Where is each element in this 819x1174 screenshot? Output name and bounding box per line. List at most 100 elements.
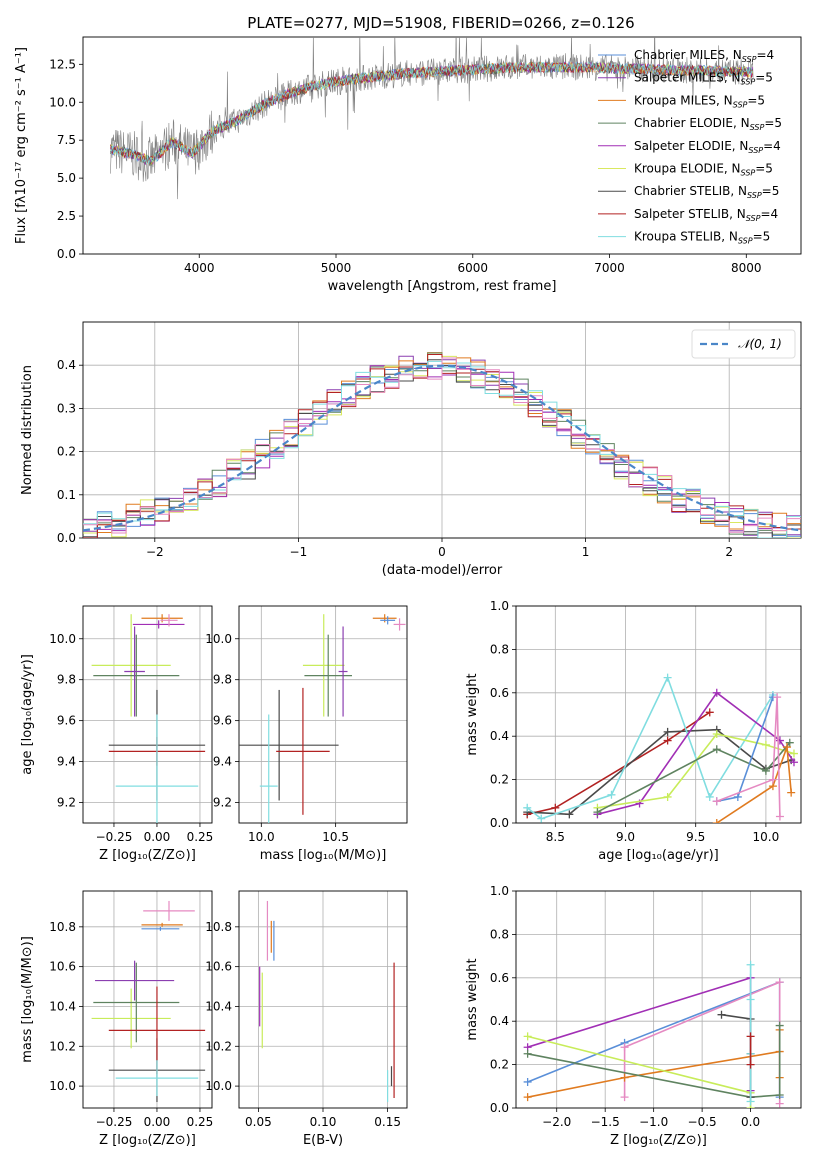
y-tick-label: 0.2 — [57, 445, 76, 459]
weight-vs-Z-marks — [523, 960, 784, 1108]
normal-curve — [83, 364, 801, 532]
mass-weight-marker — [663, 792, 672, 801]
x-tick-label: 0.0 — [741, 1115, 760, 1129]
y-axis-label: mass [log₁₀(M/M⊙)] — [20, 936, 35, 1063]
y-axis-label: mass weight — [465, 673, 480, 755]
error-cross — [91, 988, 171, 1049]
residual-legend-box — [691, 329, 796, 359]
weight-vs-age-axes: 8.5 9.0 9.5 10.0 0.0 0.2 0.4 0.6 0.8 1.0 age [log₁… — [465, 599, 802, 863]
x-tick-label: 10.0 — [248, 830, 275, 844]
y-tick-label: 0.0 — [490, 1101, 509, 1115]
x-tick-label: 0.05 — [245, 1115, 272, 1129]
y-tick-label: 0.8 — [490, 927, 509, 941]
x-axis-label: E(B-V) — [303, 1133, 343, 1148]
y-tick-label: 9.8 — [57, 673, 76, 687]
legend-label: Kroupa STELIB, NSSP=5 — [634, 230, 770, 246]
axes-frame — [238, 890, 408, 1109]
legend-label: Kroupa MILES, NSSP=5 — [634, 93, 765, 109]
mass-weight-marker — [712, 745, 721, 754]
y-axis-label: Normed distribution — [20, 365, 35, 495]
error-cross — [393, 618, 406, 631]
figure-title: PLATE=0277, MJD=51908, FIBERID=0266, z=0… — [247, 14, 634, 32]
x-tick-label: −0.5 — [688, 1115, 717, 1129]
mass-weight-marker — [733, 792, 742, 801]
mass-weight-marker — [775, 1090, 784, 1099]
y-tick-label: 9.4 — [213, 755, 232, 769]
y-tick-label: 10.6 — [205, 960, 232, 974]
error-cross — [115, 714, 199, 823]
mass-weight-marker — [773, 693, 782, 702]
x-tick-label: −1.0 — [639, 1115, 668, 1129]
mass-weight-marker — [761, 740, 770, 749]
mass-weight-marker — [746, 1097, 755, 1106]
mass-weight-marker — [620, 1073, 629, 1082]
age-vs-Z-axes: −0.25 0.00 0.25 9.2 9.4 9.6 9.8 10.0 Z [log₁₀(Z/… — [20, 605, 213, 863]
mass-weight-line — [527, 976, 752, 1091]
mass-weight-marker — [663, 727, 672, 736]
mass-weight-marker — [537, 814, 546, 823]
spectrum-marks — [110, 37, 754, 200]
residual-histogram — [83, 357, 801, 534]
error-cross — [93, 634, 180, 717]
y-tick-label: 9.2 — [57, 796, 76, 810]
error-cross — [239, 689, 339, 801]
mass-weight-line — [716, 697, 781, 817]
spectrum-legend: Chabrier MILES, NSSP=4 Salpeter MILES, NS… — [598, 48, 782, 246]
y-tick-label: 9.8 — [213, 673, 232, 687]
y-tick-label: 0.2 — [490, 1058, 509, 1072]
x-tick-label: 0 — [438, 545, 446, 559]
y-tick-label: 10.2 — [49, 1039, 76, 1053]
x-tick-label: 8.5 — [546, 830, 565, 844]
mass-weight-marker — [565, 810, 574, 819]
y-axis-label: age [log₁₀(age/yr)] — [20, 654, 35, 775]
axes-frame — [515, 890, 802, 1109]
x-tick-label: 0.00 — [144, 1115, 171, 1129]
mass-weight-marker — [746, 995, 755, 1004]
x-tick-label: 5000 — [321, 261, 352, 275]
x-tick-label: 0.25 — [187, 1115, 214, 1129]
y-tick-label: 2.5 — [57, 209, 76, 223]
mass-vs-Z-axes: −0.25 0.00 0.25 10.0 10.2 10.4 10.6 10.8 Z [log₁… — [20, 890, 214, 1148]
error-cross — [124, 626, 145, 717]
mass-weight-marker — [523, 1032, 532, 1041]
y-tick-label: 9.2 — [213, 796, 232, 810]
y-tick-label: 10.0 — [49, 95, 76, 109]
y-tick-label: 12.5 — [49, 57, 76, 71]
y-tick-label: 0.4 — [490, 1014, 509, 1028]
error-cross — [304, 634, 352, 717]
x-tick-label: 0.15 — [374, 1115, 401, 1129]
legend-label: Salpeter ELODIE, NSSP=4 — [634, 139, 781, 155]
y-tick-label: 10.4 — [49, 999, 76, 1013]
y-tick-label: 10.2 — [205, 1039, 232, 1053]
mass-weight-marker — [712, 688, 721, 697]
y-tick-label: 10.4 — [205, 999, 232, 1013]
weight-vs-Z-axes: −2.0 −1.5 −1.0 −0.5 0.0 0.0 0.2 0.4 0.6 0.8 1.0 Z [… — [465, 884, 802, 1148]
error-cross — [95, 960, 175, 1001]
age-vs-mass-marks — [239, 614, 406, 823]
mass-weight-marker — [593, 808, 602, 817]
mass-weight-marker — [705, 708, 714, 717]
spectrum-axes: 4000 5000 6000 7000 8000 0.0 2.5 5.0 7.5 10.0 12.5… — [14, 36, 802, 294]
y-tick-label: 10.0 — [49, 1079, 76, 1093]
mass-vs-ebv-marks — [259, 900, 395, 1103]
residuals-axes: −2 −1 0 1 2 0.0 0.1 0.2 0.3 0.4 (data-model)/error… — [20, 321, 802, 578]
mass-weight-marker — [761, 766, 770, 775]
mass-weight-marker — [746, 960, 755, 969]
x-tick-label: 7000 — [594, 261, 625, 275]
mass-weight-marker — [523, 803, 532, 812]
mass-weight-line — [721, 1013, 752, 1098]
y-tick-label: 0.0 — [490, 816, 509, 830]
x-tick-label: −2.0 — [542, 1115, 571, 1129]
mass-weight-marker — [775, 978, 784, 987]
mass-weight-marker — [607, 790, 616, 799]
y-tick-label: 0.4 — [57, 358, 76, 372]
mass-weight-line — [527, 728, 792, 816]
mass-weight-marker — [523, 1093, 532, 1102]
mass-weight-marker — [523, 1049, 532, 1058]
error-cross — [91, 614, 171, 717]
error-cross — [338, 626, 348, 717]
x-tick-label: 8000 — [731, 261, 762, 275]
y-tick-label: 9.6 — [213, 714, 232, 728]
mass-vs-Z-marks — [91, 900, 206, 1103]
x-tick-label: 9.5 — [686, 830, 705, 844]
